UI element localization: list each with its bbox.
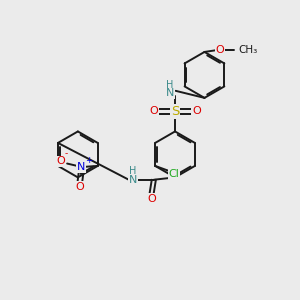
Text: O: O (75, 182, 84, 192)
Text: +: + (85, 155, 93, 164)
Text: H: H (166, 80, 173, 90)
Text: N: N (128, 175, 137, 185)
Text: O: O (216, 45, 224, 55)
Text: O: O (192, 106, 201, 116)
Text: O: O (147, 194, 156, 204)
Text: H: H (129, 166, 136, 176)
Text: O: O (149, 106, 158, 116)
Text: N: N (166, 88, 174, 98)
Text: -: - (65, 149, 68, 158)
Text: N: N (77, 162, 85, 172)
Text: S: S (171, 105, 179, 118)
Text: Cl: Cl (169, 169, 179, 179)
Text: CH₃: CH₃ (238, 45, 258, 55)
Text: O: O (56, 157, 65, 166)
